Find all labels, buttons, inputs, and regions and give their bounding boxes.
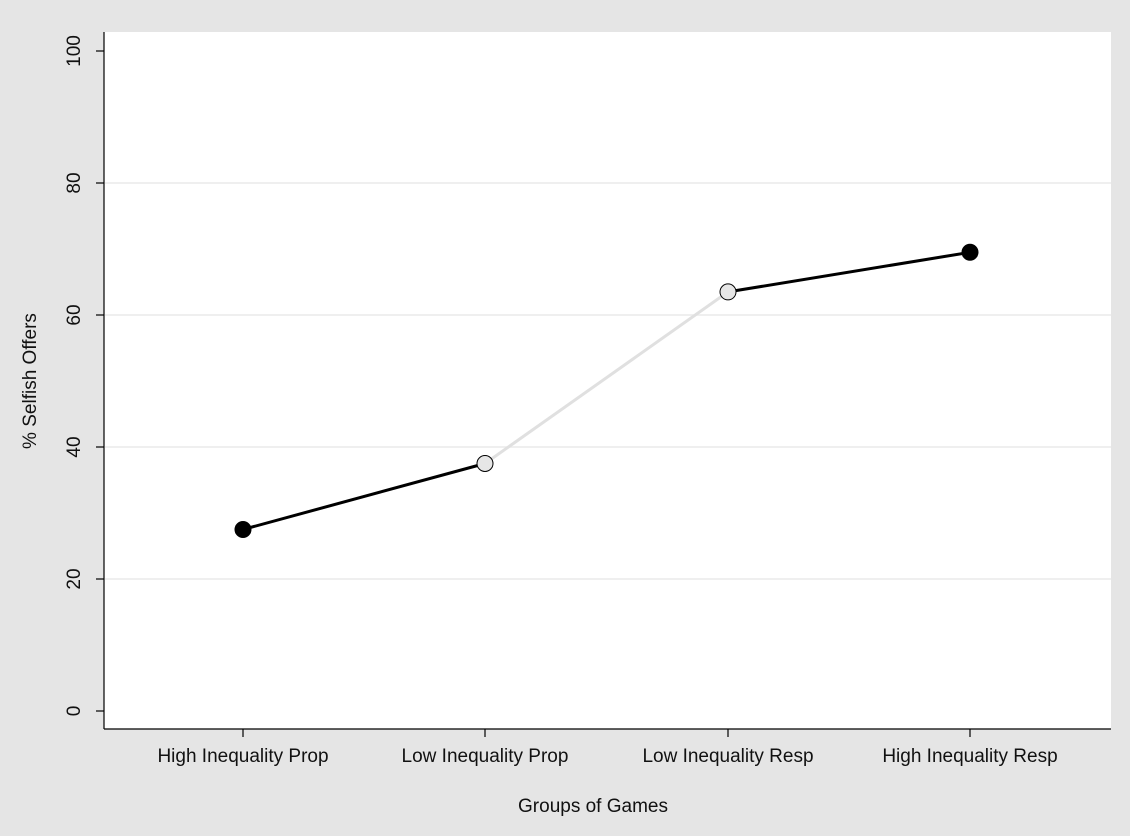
y-tick-label: 20 [64, 568, 85, 589]
y-tick-label: 0 [64, 706, 85, 717]
gridlines [105, 182, 1111, 580]
y-axis-label: % Selfish Offers [20, 313, 41, 449]
x-ticks: High Inequality Prop Low Inequality Prop L… [157, 729, 1058, 767]
series-line [241, 250, 972, 531]
series-markers [234, 243, 979, 538]
x-tick-label: High Inequality Prop [157, 746, 328, 767]
x-tick-label: Low Inequality Resp [642, 746, 813, 767]
y-tick-label: 80 [64, 172, 85, 193]
y-tick-label: 60 [64, 304, 85, 325]
data-point [719, 283, 737, 301]
x-tick-label: High Inequality Resp [882, 746, 1057, 767]
y-ticks: 0 20 40 60 80 100 [64, 35, 104, 716]
data-point [961, 243, 979, 261]
plot-area [104, 32, 1111, 729]
y-tick-label: 100 [64, 35, 85, 67]
x-axis-label: Groups of Games [518, 796, 668, 817]
line-segment [726, 250, 972, 294]
axes [103, 32, 1111, 730]
line-segment [483, 290, 730, 465]
x-tick-label: Low Inequality Prop [402, 746, 569, 767]
data-point [476, 455, 494, 472]
y-tick-label: 40 [64, 436, 85, 457]
data-point [234, 521, 252, 538]
line-segment [241, 462, 487, 531]
